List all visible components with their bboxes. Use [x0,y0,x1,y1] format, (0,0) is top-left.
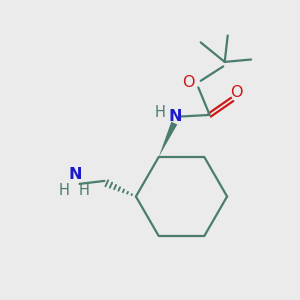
Text: H: H [58,183,69,198]
Text: N: N [169,109,182,124]
Polygon shape [159,122,177,157]
Text: N: N [68,167,82,182]
Text: H: H [154,105,165,120]
Text: O: O [182,74,195,89]
Text: H: H [79,183,90,198]
Text: O: O [230,85,243,100]
